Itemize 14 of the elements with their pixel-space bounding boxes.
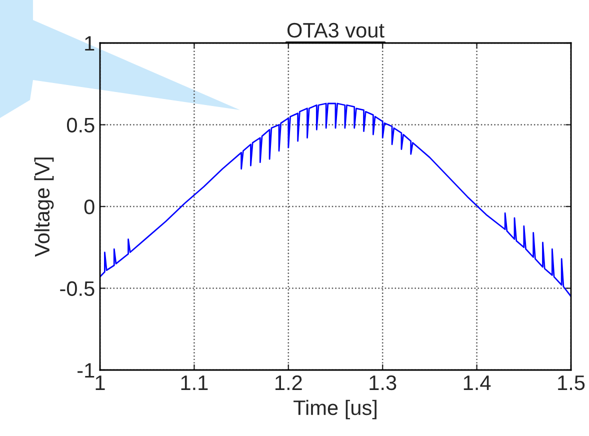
x-tick-label: 1.3: [370, 375, 396, 390]
y-tick-label: 0: [84, 200, 94, 214]
y-tick-label: -1: [78, 363, 94, 378]
x-tick-label: 1.1: [181, 376, 208, 390]
x-axis-title: Time [us]: [294, 400, 376, 420]
x-tick-label: 1.5: [558, 376, 585, 390]
y-tick-label: 0.5: [66, 118, 94, 133]
x-tick-label: 1.2: [276, 375, 302, 390]
y-axis-title: Voltage [V]: [34, 158, 54, 257]
y-tick-label: 1: [85, 36, 94, 51]
x-tick-label: 1.4: [464, 376, 491, 390]
chart-title: OTA3 vout: [287, 22, 384, 38]
x-tick-label: 1: [96, 376, 105, 390]
y-tick-label: -0.5: [60, 281, 94, 296]
